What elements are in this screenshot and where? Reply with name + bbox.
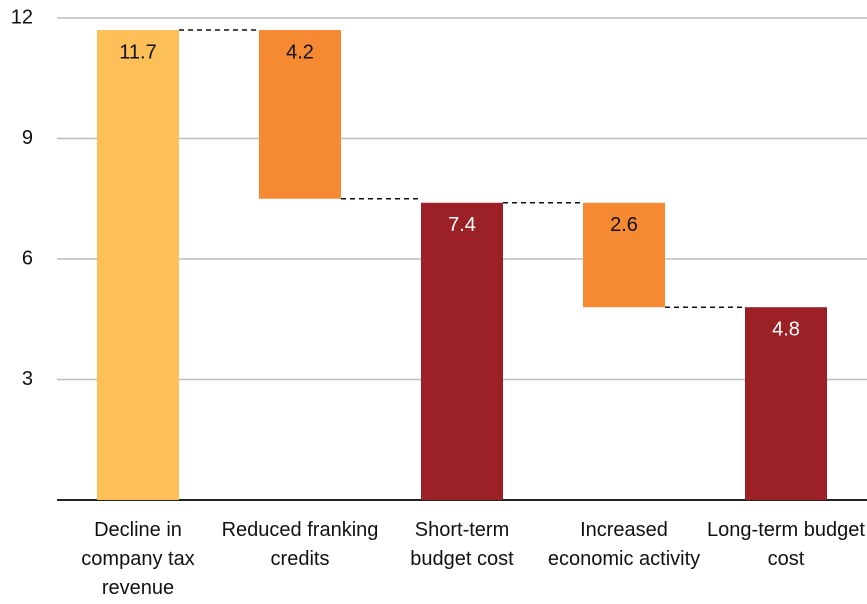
x-tick-label: Short-term budget cost bbox=[410, 519, 514, 570]
bar bbox=[745, 307, 827, 500]
value-label: 4.2 bbox=[286, 41, 314, 63]
x-tick-label: Increased economic activity bbox=[547, 519, 701, 570]
x-tick-label: Reduced franking credits bbox=[221, 519, 379, 570]
value-label: 7.4 bbox=[448, 214, 476, 236]
y-tick-label: 9 bbox=[22, 127, 33, 149]
bar bbox=[583, 202, 665, 308]
bar bbox=[421, 202, 503, 500]
x-tick-label: Long-term budget cost bbox=[707, 519, 865, 570]
y-tick-label: 12 bbox=[11, 6, 33, 28]
value-label: 2.6 bbox=[610, 214, 638, 236]
bar bbox=[97, 30, 179, 501]
value-label: 11.7 bbox=[119, 41, 156, 63]
x-tick-label: Decline in company tax revenue bbox=[81, 519, 195, 599]
y-tick-label: 3 bbox=[22, 368, 33, 390]
bar bbox=[259, 30, 341, 199]
value-label: 4.8 bbox=[772, 318, 800, 340]
y-tick-label: 6 bbox=[22, 247, 33, 269]
